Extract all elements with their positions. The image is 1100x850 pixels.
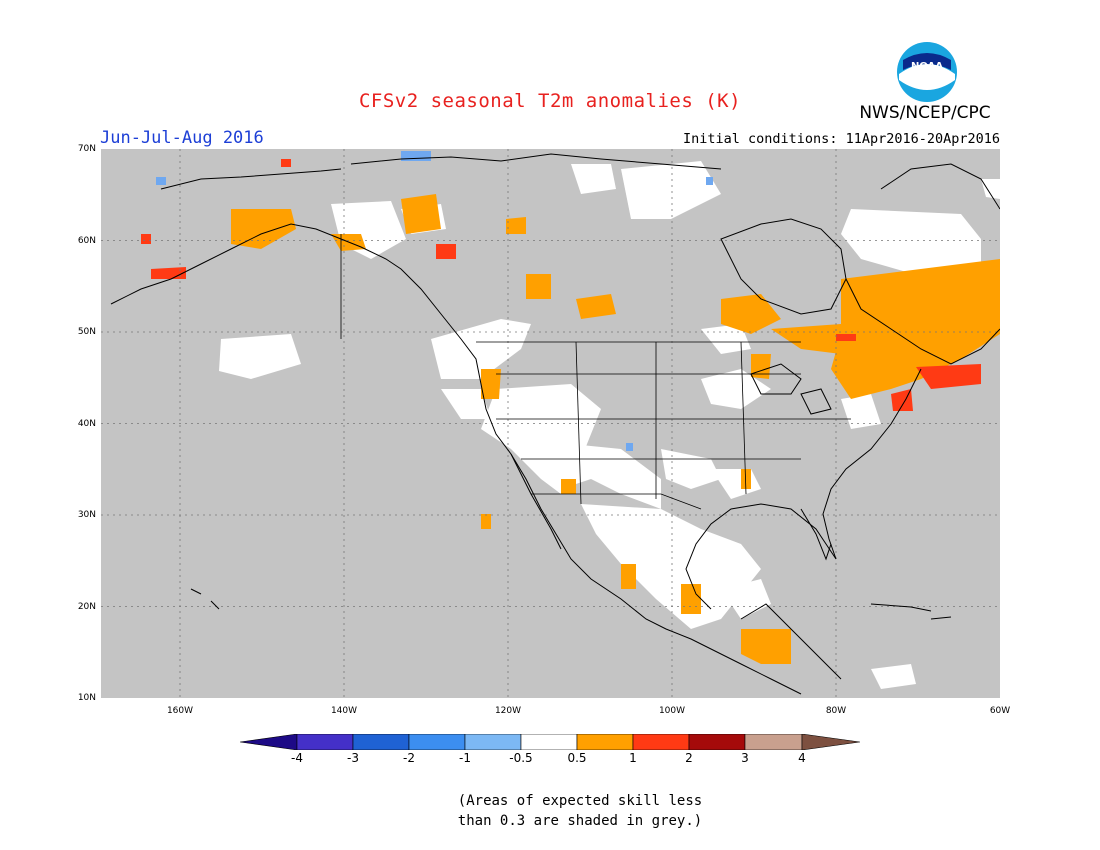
colorbar-label: 0.5 xyxy=(567,751,587,765)
colorbar-segment xyxy=(744,734,803,750)
initial-conditions: Initial conditions: 11Apr2016-20Apr2016 xyxy=(683,131,1000,147)
lon-label: 120W xyxy=(494,706,522,716)
colorbar-segment xyxy=(240,734,298,750)
lat-label: 50N xyxy=(77,327,96,337)
map-title: CFSv2 seasonal T2m anomalies (K) xyxy=(358,90,742,112)
colorbar-label: 2 xyxy=(685,751,693,765)
colorbar-segment xyxy=(296,734,354,750)
colorbar-label: 4 xyxy=(798,751,806,765)
agency-label: NWS/NCEP/CPC xyxy=(859,103,991,123)
colorbar-segment xyxy=(632,734,690,750)
colorbar-segment xyxy=(352,734,410,750)
colorbar-segment xyxy=(520,734,578,750)
colorbar-label: -4 xyxy=(291,751,303,765)
lon-label: 80W xyxy=(825,706,847,716)
lon-label: 100W xyxy=(658,706,686,716)
political-borders xyxy=(340,234,851,510)
colorbar-label: -2 xyxy=(403,751,415,765)
colorbar-label: 3 xyxy=(741,751,749,765)
season-label: Jun-Jul-Aug 2016 xyxy=(100,128,264,148)
lat-label: 10N xyxy=(77,693,96,703)
colorbar-segment xyxy=(688,734,746,750)
logo-text: NOAA xyxy=(911,61,943,72)
coastlines xyxy=(110,153,1000,695)
lat-label: 70N xyxy=(77,144,96,154)
anomaly-map xyxy=(101,149,1000,698)
noaa-logo-icon: NOAA xyxy=(897,42,957,102)
colorbar-label: -3 xyxy=(347,751,359,765)
skill-note-line: (Areas of expected skill less xyxy=(457,793,703,809)
lon-label: 60W xyxy=(989,706,1011,716)
colorbar-label: 1 xyxy=(629,751,637,765)
colorbar-label: -0.5 xyxy=(509,751,533,765)
colorbar-label: -1 xyxy=(459,751,471,765)
skill-note-line: than 0.3 are shaded in grey.) xyxy=(457,813,703,829)
lat-label: 20N xyxy=(77,602,96,612)
lat-label: 40N xyxy=(77,419,96,429)
lon-label: 160W xyxy=(166,706,194,716)
colorbar-segment xyxy=(801,734,860,750)
colorbar xyxy=(240,734,860,750)
lat-label: 30N xyxy=(77,510,96,520)
lat-label: 60N xyxy=(77,236,96,246)
colorbar-segment xyxy=(408,734,466,750)
neutral-regions xyxy=(219,161,1000,689)
lon-label: 140W xyxy=(330,706,358,716)
colorbar-segment xyxy=(576,734,634,750)
skill-note: (Areas of expected skill less than 0.3 a… xyxy=(380,791,780,831)
colorbar-segment xyxy=(464,734,522,750)
